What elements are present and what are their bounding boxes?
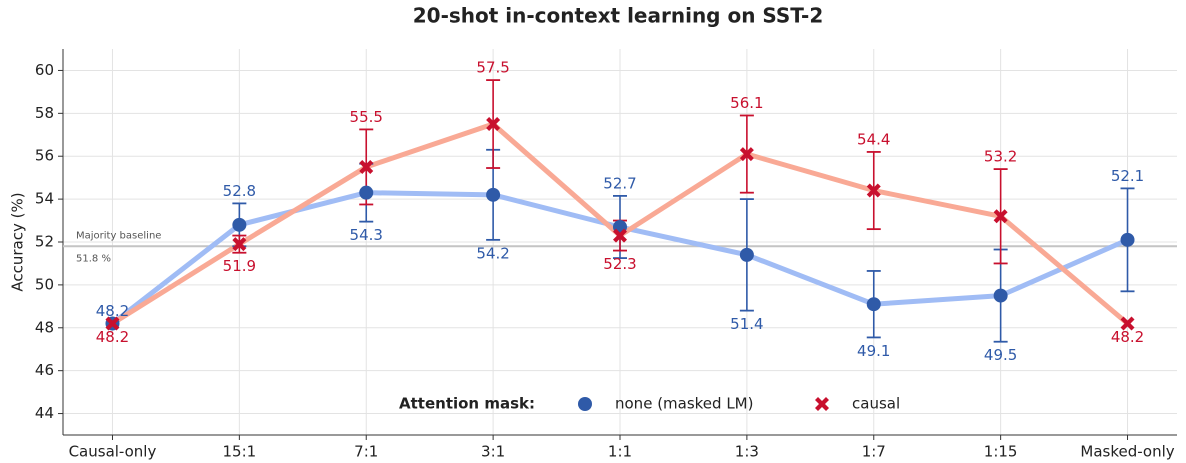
baseline-name: Majority baseline (76, 230, 161, 241)
value-label: 51.9 (223, 257, 256, 275)
x-tick-label: Masked-only (1080, 443, 1174, 461)
point (993, 288, 1008, 303)
legend-marker (578, 397, 592, 411)
value-label: 52.3 (603, 255, 636, 273)
value-label: 48.2 (96, 328, 129, 346)
legend-label: none (masked LM) (615, 395, 753, 413)
value-label: 57.5 (476, 59, 509, 77)
point (105, 316, 120, 331)
point (739, 247, 754, 262)
y-tick-label: 56 (35, 147, 54, 165)
value-label: 53.2 (984, 148, 1017, 166)
baseline-label: 51.8 % (76, 253, 111, 264)
value-label: 49.1 (857, 342, 890, 360)
point (613, 228, 627, 243)
value-label: 48.2 (96, 302, 129, 320)
x-tick-label: 3:1 (481, 443, 505, 461)
value-label: 48.2 (1111, 328, 1144, 346)
y-tick-label: 52 (35, 233, 54, 251)
legend-marker (815, 397, 829, 411)
value-label: 49.5 (984, 346, 1017, 364)
x-tick-label: 1:7 (862, 443, 886, 461)
legend-label: causal (852, 395, 900, 413)
x-tick-label: 15:1 (223, 443, 257, 461)
y-tick-label: 54 (35, 190, 54, 208)
x-tick-label: 1:3 (735, 443, 759, 461)
y-tick-label: 58 (35, 104, 54, 122)
point (739, 147, 754, 162)
y-tick-label: 50 (35, 275, 54, 293)
y-tick-label: 46 (35, 361, 54, 379)
point (1120, 232, 1135, 247)
legend-title: Attention mask: (399, 395, 535, 413)
y-tick-label: 48 (35, 318, 54, 336)
point (232, 237, 247, 252)
value-label: 52.1 (1111, 167, 1144, 185)
y-axis-label: Accuracy (%) (9, 192, 27, 291)
point (486, 187, 501, 202)
value-label: 54.2 (476, 244, 509, 262)
chart-title: 20-shot in-context learning on SST-2 (413, 4, 823, 28)
x-tick-label: 1:1 (608, 443, 632, 461)
point (866, 183, 881, 198)
y-tick-label: 60 (35, 61, 54, 79)
point (359, 159, 374, 174)
x-tick-label: Causal-only (69, 443, 157, 461)
point (993, 209, 1008, 224)
point (1120, 316, 1135, 331)
point (232, 217, 247, 232)
y-tick-label: 44 (35, 404, 54, 422)
value-label: 54.4 (857, 130, 890, 148)
value-label: 52.8 (223, 182, 256, 200)
point (866, 297, 881, 312)
value-label: 52.7 (603, 174, 636, 192)
value-label: 54.3 (350, 226, 383, 244)
x-tick-label: 7:1 (354, 443, 378, 461)
point (486, 117, 501, 132)
x-tick-label: 1:15 (984, 443, 1018, 461)
value-label: 55.5 (350, 108, 383, 126)
point (359, 185, 374, 200)
value-label: 56.1 (730, 94, 763, 112)
value-label: 51.4 (730, 315, 763, 333)
